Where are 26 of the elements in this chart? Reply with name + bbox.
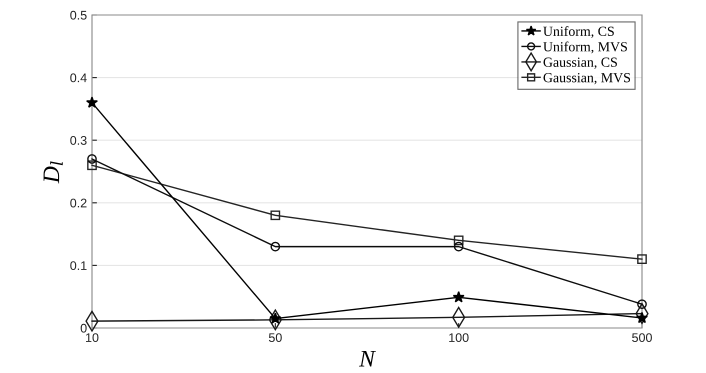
x-tick-label: 500	[632, 333, 652, 342]
y-tick-label: 0.2	[70, 198, 87, 208]
y-axis-title: D$_{l}$	[44, 161, 63, 184]
point	[270, 242, 280, 252]
legend-label: Uniform, MVS	[543, 42, 627, 54]
x-tick-label: 100	[449, 333, 469, 342]
point	[454, 236, 464, 246]
legend-label: Gaussian, MVS	[543, 73, 630, 84]
point	[270, 210, 280, 220]
point	[86, 96, 98, 108]
point	[637, 254, 647, 264]
point	[87, 160, 97, 170]
point	[452, 291, 465, 303]
legend-label: Gaussian, CS	[543, 58, 617, 69]
point	[87, 154, 97, 164]
x-tick-label: 10	[86, 333, 98, 342]
y-tick-label: 0.1	[70, 261, 87, 270]
y-tick-label: 0.4	[70, 73, 87, 82]
point	[637, 299, 647, 310]
x-tick-label: 50	[268, 333, 282, 342]
point	[454, 242, 464, 252]
y-tick-label: 0.5	[70, 10, 87, 20]
y-tick-label: 0	[80, 324, 87, 333]
x-axis-title: N	[358, 350, 376, 366]
y-tick-label: 0.3	[70, 136, 87, 145]
legend-label: Uniform, CS	[543, 26, 614, 38]
